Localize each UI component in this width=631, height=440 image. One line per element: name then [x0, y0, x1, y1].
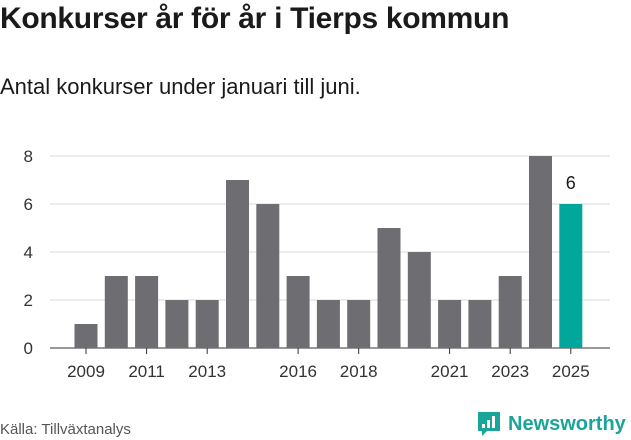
bar-2013	[195, 300, 219, 348]
y-tick-label: 6	[24, 195, 33, 214]
y-axis-ticks: 0 2 4 6 8	[24, 147, 33, 358]
y-tick-label: 4	[24, 243, 33, 262]
chart-logo-icon	[478, 412, 500, 436]
bar-2024	[529, 156, 552, 348]
bar-2010	[104, 276, 128, 348]
newsworthy-logo: Newsworthy	[476, 408, 626, 440]
x-tick-label: 2009	[67, 362, 105, 381]
x-axis-ticks: 2009 2011 2013 2016 2018 2021 2023 2025	[67, 348, 590, 381]
brand-name: Newsworthy	[508, 412, 626, 435]
x-tick-label: 2011	[128, 362, 165, 381]
bar-2021	[438, 300, 462, 348]
x-tick-label: 2023	[491, 362, 529, 381]
x-tick-label: 2021	[431, 362, 469, 381]
bar-2009	[74, 324, 98, 348]
data-label: 6	[566, 173, 576, 193]
data-labels: 6	[566, 173, 576, 193]
x-tick-label: 2016	[279, 362, 317, 381]
bar-2019	[377, 228, 401, 348]
bar-2017	[316, 300, 340, 348]
y-tick-label: 0	[24, 339, 33, 358]
x-tick-label: 2025	[552, 362, 590, 381]
bar-2023	[498, 276, 522, 348]
bar-2014	[226, 180, 249, 348]
bar-2022	[468, 300, 492, 348]
bar-chart: 0 2 4 6 8 2009 2011 2013 2016 2018 2021 2023 2025 6	[24, 147, 610, 381]
source-note: Källa: Tillväxtanalys	[0, 421, 131, 438]
bar-2015	[256, 204, 280, 348]
bar-2020	[407, 252, 431, 348]
bar-2011	[135, 276, 159, 348]
x-tick-label: 2018	[340, 362, 378, 381]
chart-subtitle: Antal konkurser under januari till juni.	[0, 74, 361, 99]
bars	[74, 156, 583, 348]
y-tick-label: 2	[24, 291, 33, 310]
bar-2016	[286, 276, 310, 348]
y-tick-label: 8	[24, 147, 33, 166]
x-tick-label: 2013	[188, 362, 226, 381]
chart-title: Konkurser år för år i Tierps kommun	[0, 2, 510, 35]
bar-2018	[347, 300, 371, 348]
bar-2012	[165, 300, 189, 348]
bar-2025	[559, 204, 583, 348]
